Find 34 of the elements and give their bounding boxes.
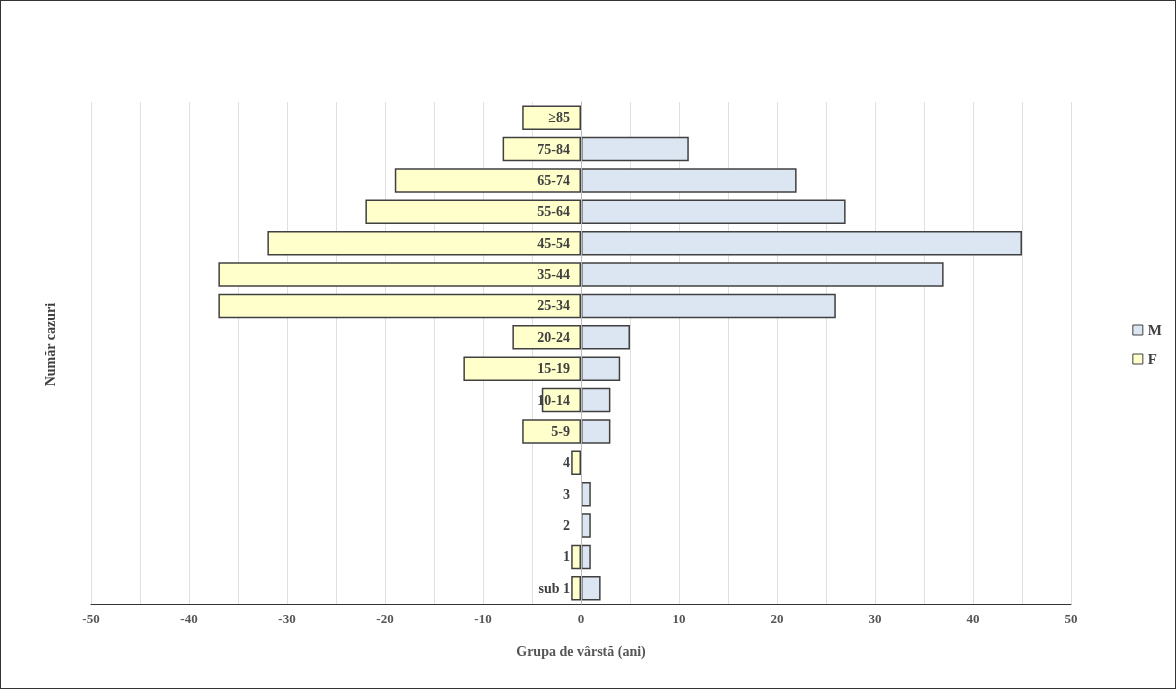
legend-label: F — [1147, 351, 1158, 367]
x-tick-label: 30 — [868, 611, 882, 626]
x-tick-label: 40 — [966, 611, 980, 626]
x-tick-label: 0 — [577, 611, 585, 626]
y-tick-label: 1 — [563, 549, 570, 565]
y-tick-label: ≥85 — [548, 110, 570, 126]
y-tick-label: sub 1 — [538, 580, 570, 596]
y-tick-label: 15-19 — [537, 361, 570, 377]
y-tick-label: 4 — [563, 455, 570, 471]
x-tick-label: -50 — [82, 611, 100, 626]
x-tick-label: -10 — [474, 611, 492, 626]
y-tick-label: 45-54 — [537, 235, 570, 251]
y-tick-label: 25-34 — [537, 298, 570, 314]
y-tick-label: 5-9 — [551, 423, 570, 439]
bar — [571, 450, 581, 476]
x-tick-label: -40 — [180, 611, 198, 626]
y-tick-label: 3 — [563, 486, 570, 502]
bar — [522, 105, 581, 130]
y-tick-label: 2 — [563, 518, 570, 534]
x-tick-label: -30 — [278, 611, 296, 626]
y-tick-label: 75-84 — [537, 141, 570, 157]
x-tick-label: 10 — [672, 611, 686, 626]
y-axis-title: Număr cazuri — [42, 302, 58, 387]
legend-label: M — [1147, 322, 1163, 338]
y-tick-label: 65-74 — [537, 172, 570, 188]
x-tick-label: -20 — [376, 611, 394, 626]
x-axis-title: Grupa de vârstă (ani) — [516, 643, 647, 660]
x-tick-label: 50 — [1064, 611, 1078, 626]
bar — [581, 513, 591, 538]
y-tick-label: 20-24 — [537, 329, 570, 345]
y-tick-label: 35-44 — [537, 267, 570, 283]
x-tick-label: 20 — [770, 611, 784, 626]
bar — [581, 481, 591, 507]
y-tick-label: 55-64 — [537, 204, 570, 220]
